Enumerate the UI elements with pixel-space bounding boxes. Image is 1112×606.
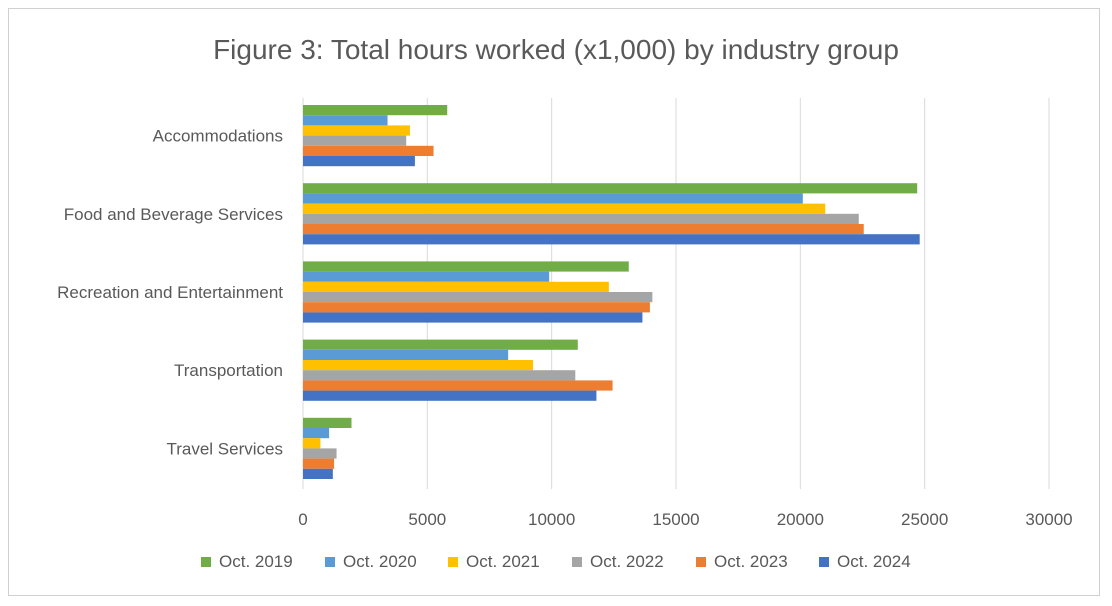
bar-1-2	[303, 203, 826, 214]
category-label-2: Recreation and Entertainment	[57, 283, 283, 302]
bar-1-5	[303, 234, 920, 245]
bar-0-0	[303, 105, 448, 116]
category-labels: Accommodations Food and Beverage Services…	[57, 127, 283, 459]
bar-4-0	[303, 417, 352, 428]
bar-0-5	[303, 156, 415, 167]
legend-swatch-2	[448, 557, 458, 567]
chart-svg: Figure 3: Total hours worked (x1,000) by…	[57, 34, 1073, 571]
category-label-0: Accommodations	[153, 127, 283, 146]
bar-4-4	[303, 458, 335, 469]
bar-4-3	[303, 448, 337, 459]
bars	[303, 105, 920, 479]
bar-2-4	[303, 302, 650, 313]
bar-4-1	[303, 428, 330, 439]
bar-2-2	[303, 281, 609, 292]
legend-swatch-3	[572, 557, 582, 567]
legend: Oct. 2019 Oct. 2020 Oct. 2021 Oct. 2022 Oct.…	[201, 552, 911, 571]
bar-0-1	[303, 115, 388, 126]
chart-title: Figure 3: Total hours worked (x1,000) by…	[213, 34, 899, 65]
category-label-4: Travel Services	[166, 439, 283, 458]
bar-2-3	[303, 292, 653, 303]
x-tick-label-5000: 5000	[408, 510, 446, 529]
bar-0-4	[303, 145, 434, 156]
x-tick-label-20000: 20000	[777, 510, 824, 529]
legend-label-2: Oct. 2021	[466, 552, 540, 571]
bar-1-4	[303, 224, 864, 235]
bar-3-1	[303, 349, 509, 360]
bar-3-2	[303, 360, 534, 371]
bar-2-5	[303, 312, 643, 323]
bar-3-3	[303, 370, 576, 381]
category-label-3: Transportation	[174, 361, 283, 380]
bar-1-3	[303, 213, 859, 224]
legend-label-1: Oct. 2020	[343, 552, 417, 571]
x-tick-label-15000: 15000	[652, 510, 699, 529]
bar-0-3	[303, 135, 407, 146]
legend-swatch-1	[325, 557, 335, 567]
bar-4-5	[303, 468, 333, 479]
x-tick-label-0: 0	[298, 510, 307, 529]
x-tick-label-10000: 10000	[528, 510, 575, 529]
category-label-1: Food and Beverage Services	[64, 205, 283, 224]
legend-label-0: Oct. 2019	[219, 552, 293, 571]
bar-4-2	[303, 438, 321, 449]
bar-0-2	[303, 125, 410, 136]
bar-1-1	[303, 193, 803, 204]
chart-frame: Figure 3: Total hours worked (x1,000) by…	[8, 8, 1100, 596]
legend-swatch-5	[819, 557, 829, 567]
bar-2-1	[303, 271, 550, 282]
bar-3-4	[303, 380, 613, 391]
bar-3-5	[303, 390, 597, 401]
legend-label-4: Oct. 2023	[714, 552, 788, 571]
x-axis-ticks: 0 5000 10000 15000 20000 25000 30000	[298, 510, 1072, 529]
legend-label-3: Oct. 2022	[590, 552, 664, 571]
bar-2-0	[303, 261, 629, 272]
bar-3-0	[303, 339, 578, 350]
legend-swatch-4	[696, 557, 706, 567]
x-tick-label-30000: 30000	[1025, 510, 1072, 529]
x-tick-label-25000: 25000	[901, 510, 948, 529]
legend-label-5: Oct. 2024	[837, 552, 911, 571]
legend-swatch-0	[201, 557, 211, 567]
bar-1-0	[303, 183, 918, 194]
